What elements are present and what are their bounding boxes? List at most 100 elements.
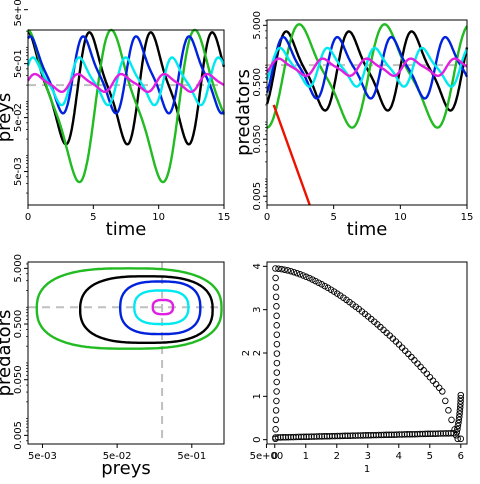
y-tick-label: 1: [252, 393, 263, 399]
series-line-magenta: [266, 57, 468, 77]
scatter-point: [336, 432, 344, 440]
scatter-point: [339, 432, 346, 440]
scatter-point: [272, 407, 280, 414]
scatter-point: [272, 434, 279, 441]
y-axis-title: preys: [0, 93, 15, 143]
scatter-point: [292, 433, 300, 441]
x-tick-label: 5: [90, 212, 96, 223]
series-line-cyan: [265, 46, 468, 88]
scatter-point: [456, 407, 464, 414]
x-tick-label: 5: [330, 212, 336, 223]
scatter-point: [272, 274, 279, 282]
x-tick-label: 0: [25, 212, 31, 223]
y-tick-label: 4: [252, 263, 263, 269]
x-axis-title: 1: [364, 464, 370, 475]
scatter-point: [442, 397, 449, 405]
series-line-magenta: [26, 72, 225, 93]
scatter-point: [312, 277, 319, 285]
scatter-point: [349, 432, 357, 439]
scatter-point: [423, 370, 431, 377]
scatter-point: [432, 380, 440, 388]
x-tick-label: 6: [458, 451, 464, 462]
scatter-point: [367, 431, 375, 439]
y-tick-label: 5e-01: [13, 49, 24, 78]
scatter-point: [321, 433, 328, 440]
scatter-point: [273, 312, 280, 320]
scatter-point: [426, 373, 434, 381]
x-tick-label: 15: [218, 212, 231, 223]
scatter-point: [420, 367, 427, 374]
plot-frame: [266, 261, 468, 445]
y-tick-label: 5.000: [252, 11, 263, 40]
scatter-point: [455, 416, 463, 424]
scatter-point: [457, 401, 464, 408]
y-tick-label: 0.050: [13, 365, 24, 394]
scatter-point: [284, 267, 291, 274]
series-line-cyan: [26, 56, 226, 107]
scatter-point: [429, 377, 437, 384]
scatter-point: [306, 274, 313, 282]
scatter-point: [398, 344, 406, 351]
x-tick-label: 10: [152, 212, 165, 223]
scatter-point: [273, 378, 280, 386]
scatter-point: [448, 416, 455, 424]
y-tick-label: 0.005: [252, 182, 263, 211]
orbit-blue: [119, 280, 202, 336]
scatter-point: [272, 265, 279, 272]
x-tick-label: 5: [427, 451, 433, 462]
x-tick-label: 5e-02: [103, 451, 132, 462]
scatter-point: [287, 267, 295, 275]
scatter-point: [414, 360, 421, 367]
scatter-point: [456, 404, 464, 411]
x-tick-label: 5e-03: [28, 451, 57, 462]
scatter-point: [315, 279, 322, 286]
scatter-point: [303, 273, 310, 281]
scatter-point: [352, 432, 359, 439]
x-axis-title: preys: [101, 458, 151, 479]
y-tick-label: 2: [252, 350, 263, 356]
scatter-point: [454, 435, 461, 443]
y-tick-label: 0.050: [252, 125, 263, 154]
scatter-point: [457, 398, 464, 405]
orbit-magenta: [151, 298, 175, 316]
y-axis-title: predators: [233, 69, 254, 156]
series-line-blue: [27, 35, 225, 115]
scatter-point: [424, 430, 431, 438]
scatter-point: [457, 391, 465, 399]
scatter-point: [272, 416, 280, 424]
x-tick-label: 0: [264, 212, 270, 223]
orbit-black: [79, 275, 214, 344]
scatter-point: [454, 422, 462, 430]
scatter-point: [401, 347, 409, 354]
scatter-point: [273, 303, 280, 310]
scatter-point: [273, 359, 281, 367]
scatter-point: [383, 431, 390, 439]
scatter-point: [457, 435, 465, 443]
scatter-point: [318, 281, 325, 288]
scatter-point: [321, 282, 329, 290]
x-tick-label: 5e-01: [177, 451, 206, 462]
x-tick-label: 0: [272, 451, 278, 462]
scatter-point: [411, 430, 419, 438]
series-line-red: [272, 104, 311, 206]
x-tick-label: 4: [396, 451, 402, 462]
scatter-point: [456, 413, 463, 421]
scatter-point: [273, 340, 281, 348]
scatter-point: [293, 269, 301, 277]
x-tick-label: 2: [334, 451, 340, 462]
y-tick-label: 5e+00: [13, 0, 24, 26]
scatter-point: [457, 394, 464, 402]
scatter-point: [273, 322, 280, 329]
scatter-point: [290, 268, 298, 276]
y-tick-label: 0.005: [13, 421, 24, 450]
scatter-point: [445, 407, 452, 414]
scatter-point: [393, 431, 400, 438]
y-tick-label: 0.500: [252, 68, 263, 97]
scatter-point: [455, 419, 462, 427]
plot-frame: [27, 261, 225, 445]
scatter-point: [442, 430, 450, 437]
orbit-green: [35, 267, 223, 350]
scatter-point: [273, 331, 281, 338]
scatter-point: [273, 397, 280, 405]
x-tick-label: 5e+00: [250, 451, 284, 462]
